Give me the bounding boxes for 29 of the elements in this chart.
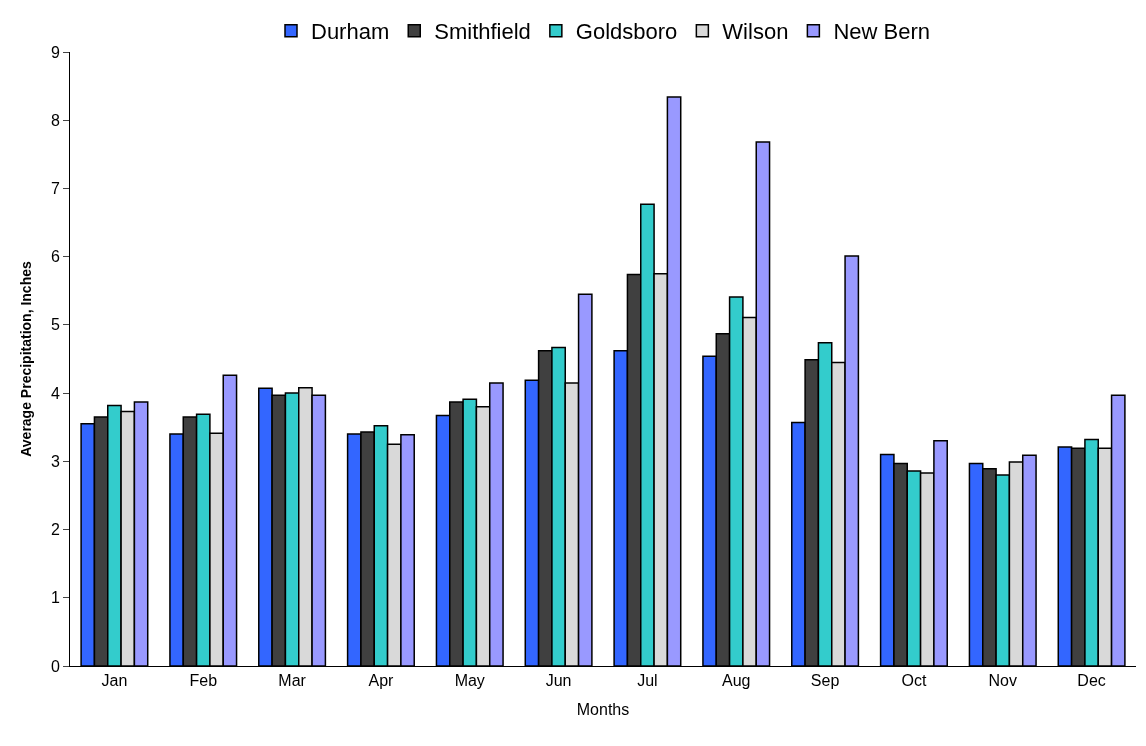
y-tick-label: 9 [50, 43, 60, 61]
y-tick-label: 2 [50, 521, 60, 539]
legend-label: New Bern [833, 19, 930, 45]
x-tick-label: Feb [189, 672, 218, 690]
x-tick-label: Oct [901, 672, 927, 690]
y-tick-label: 7 [50, 180, 60, 198]
x-tick-label: May [454, 672, 485, 690]
x-tick-label: Dec [1077, 672, 1106, 690]
x-tick-label: Jan [101, 672, 128, 690]
x-tick-label: Jun [545, 672, 572, 690]
legend-label: Smithfield [434, 19, 531, 45]
y-tick-label: 8 [50, 111, 60, 129]
x-tick-label: Mar [278, 672, 307, 690]
y-tick-label: 1 [50, 589, 60, 607]
y-axis-title: Average Precipitation, Inches [18, 261, 35, 457]
y-tick-label: 3 [50, 452, 60, 470]
y-tick-label: 4 [50, 384, 60, 402]
legend-label: Wilson [722, 19, 789, 45]
x-tick-label: Jul [637, 672, 658, 690]
legend-label: Goldsboro [575, 19, 678, 45]
x-tick-label: Sep [810, 672, 840, 690]
x-tick-label: Nov [988, 672, 1017, 690]
y-tick-label: 0 [50, 657, 60, 675]
x-tick-label: Apr [368, 672, 395, 690]
x-tick-label: Aug [722, 672, 751, 690]
legend-label: Durham [311, 19, 390, 45]
x-axis-title: Months [576, 700, 630, 718]
y-tick-label: 6 [50, 248, 60, 266]
y-tick-label: 5 [50, 316, 60, 334]
